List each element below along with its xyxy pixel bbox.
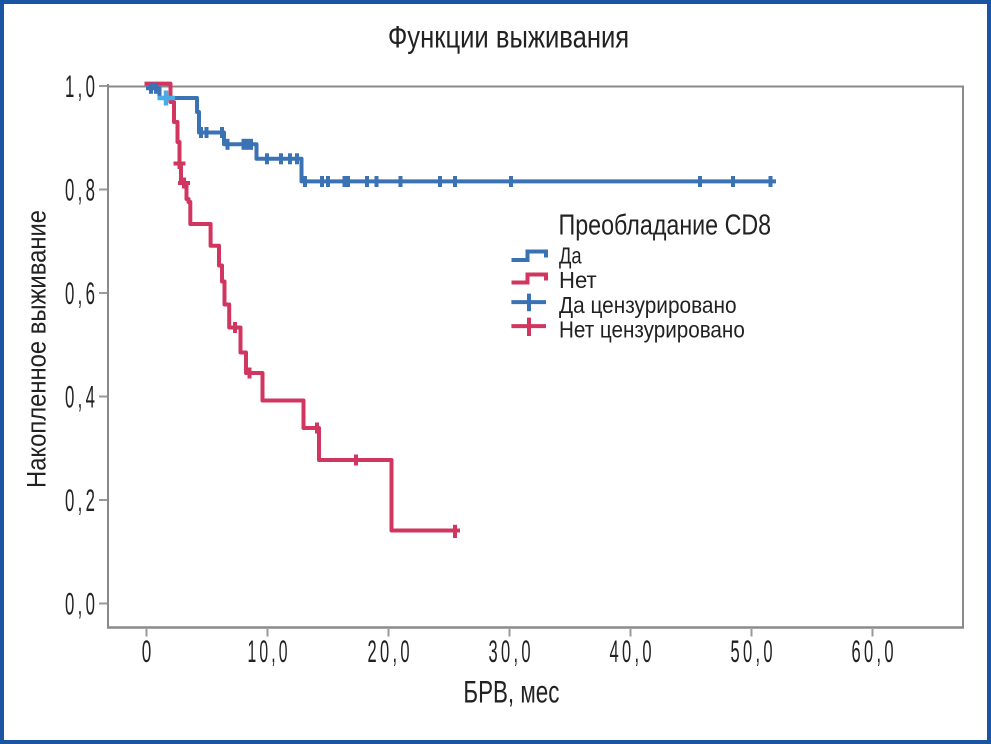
svg-text:БРВ, мес: БРВ, мес xyxy=(463,673,559,709)
svg-text:1 0 , 0: 1 0 , 0 xyxy=(248,633,288,669)
svg-text:4 0 , 0: 4 0 , 0 xyxy=(610,633,652,669)
svg-text:3 0 , 0: 3 0 , 0 xyxy=(489,633,531,669)
svg-text:0 , 6: 0 , 6 xyxy=(65,275,95,311)
svg-text:5 0 , 0: 5 0 , 0 xyxy=(731,633,773,669)
svg-text:Да: Да xyxy=(559,243,582,269)
svg-text:0 , 4: 0 , 4 xyxy=(65,378,95,414)
svg-text:0: 0 xyxy=(142,633,152,669)
svg-text:Да цензурировано: Да цензурировано xyxy=(559,292,737,318)
svg-text:1 , 0: 1 , 0 xyxy=(65,68,95,104)
svg-text:Накопленное выживание: Накопленное выживание xyxy=(22,210,52,488)
svg-text:2 0 , 0: 2 0 , 0 xyxy=(368,633,410,669)
svg-text:6 0 , 0: 6 0 , 0 xyxy=(852,633,894,669)
svg-text:0 , 8: 0 , 8 xyxy=(65,171,95,207)
svg-text:Функции выживания: Функции выживания xyxy=(388,19,629,55)
svg-text:0 , 2: 0 , 2 xyxy=(65,482,95,518)
svg-text:0 , 0: 0 , 0 xyxy=(65,585,95,621)
svg-text:Преобладание CD8: Преобладание CD8 xyxy=(559,210,772,242)
svg-text:Нет цензурировано: Нет цензурировано xyxy=(559,317,745,343)
svg-text:Нет: Нет xyxy=(559,267,597,293)
